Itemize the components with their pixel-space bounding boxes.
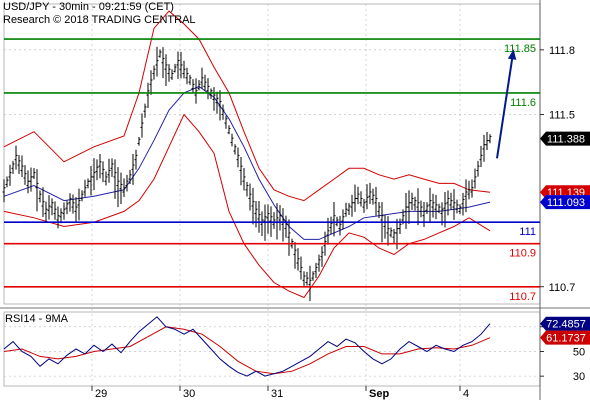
rsi-tag-rsi: 72.4857 — [540, 316, 590, 331]
level-label: 111 — [519, 226, 536, 238]
projection-arrow-shaft — [496, 53, 514, 159]
rsi-title: RSI14 - 9MA — [5, 313, 69, 325]
x-tick-label: 4 — [463, 388, 469, 400]
level-label: 110.9 — [509, 248, 536, 260]
moving-average-line — [3, 85, 491, 240]
y-tick-label: 111.8 — [549, 45, 575, 57]
rsi-tag-bg — [540, 316, 590, 331]
rsi-tag-rsi-ma: 61.1737 — [540, 330, 590, 345]
rsi-y-tick-label: 50 — [573, 346, 585, 358]
price-tag-label: 111.388 — [547, 134, 585, 146]
x-tick-label: 30 — [183, 388, 195, 400]
level-label: 111.6 — [510, 97, 536, 109]
price-tag-bg — [540, 195, 590, 210]
price-tag-bg — [540, 131, 590, 146]
price-tag-last: 111.388 — [540, 131, 590, 146]
chart-subtitle: Research © 2018 TRADING CENTRAL — [3, 14, 196, 26]
rsi-tag-label: 72.4857 — [546, 319, 586, 331]
lower-band-line — [3, 113, 491, 299]
projection-arrow-head — [507, 49, 517, 60]
price-tag-moving-average: 111.093 — [540, 195, 590, 210]
y-tick-label: 111.5 — [549, 109, 575, 121]
upper-band-line — [3, 10, 491, 202]
price-tag-label: 111.093 — [547, 197, 585, 209]
chart-title: USD/JPY - 30min - 09:21:59 (CET) — [3, 1, 174, 13]
level-label: 110.7 — [509, 291, 536, 303]
x-tick-label: Sep — [369, 388, 389, 400]
level-label: 111.85 — [504, 43, 536, 55]
y-tick-label: 110.7 — [549, 282, 576, 294]
x-tick-label: 29 — [95, 388, 107, 400]
rsi-line — [3, 316, 491, 377]
rsi-y-tick-label: 30 — [573, 371, 585, 383]
rsi-tag-bg — [540, 330, 590, 345]
x-tick-label: 31 — [271, 388, 283, 400]
rsi-tag-label: 61.1737 — [546, 333, 586, 345]
